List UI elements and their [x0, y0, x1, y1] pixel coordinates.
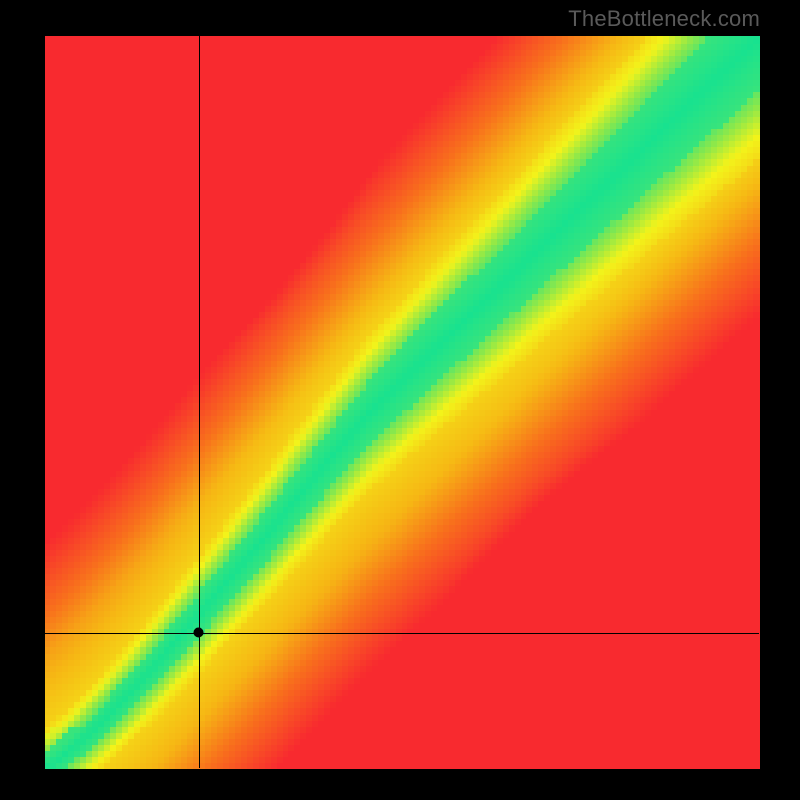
chart-container: TheBottleneck.com [0, 0, 800, 800]
watermark-text: TheBottleneck.com [568, 6, 760, 32]
bottleneck-heatmap [0, 0, 800, 800]
